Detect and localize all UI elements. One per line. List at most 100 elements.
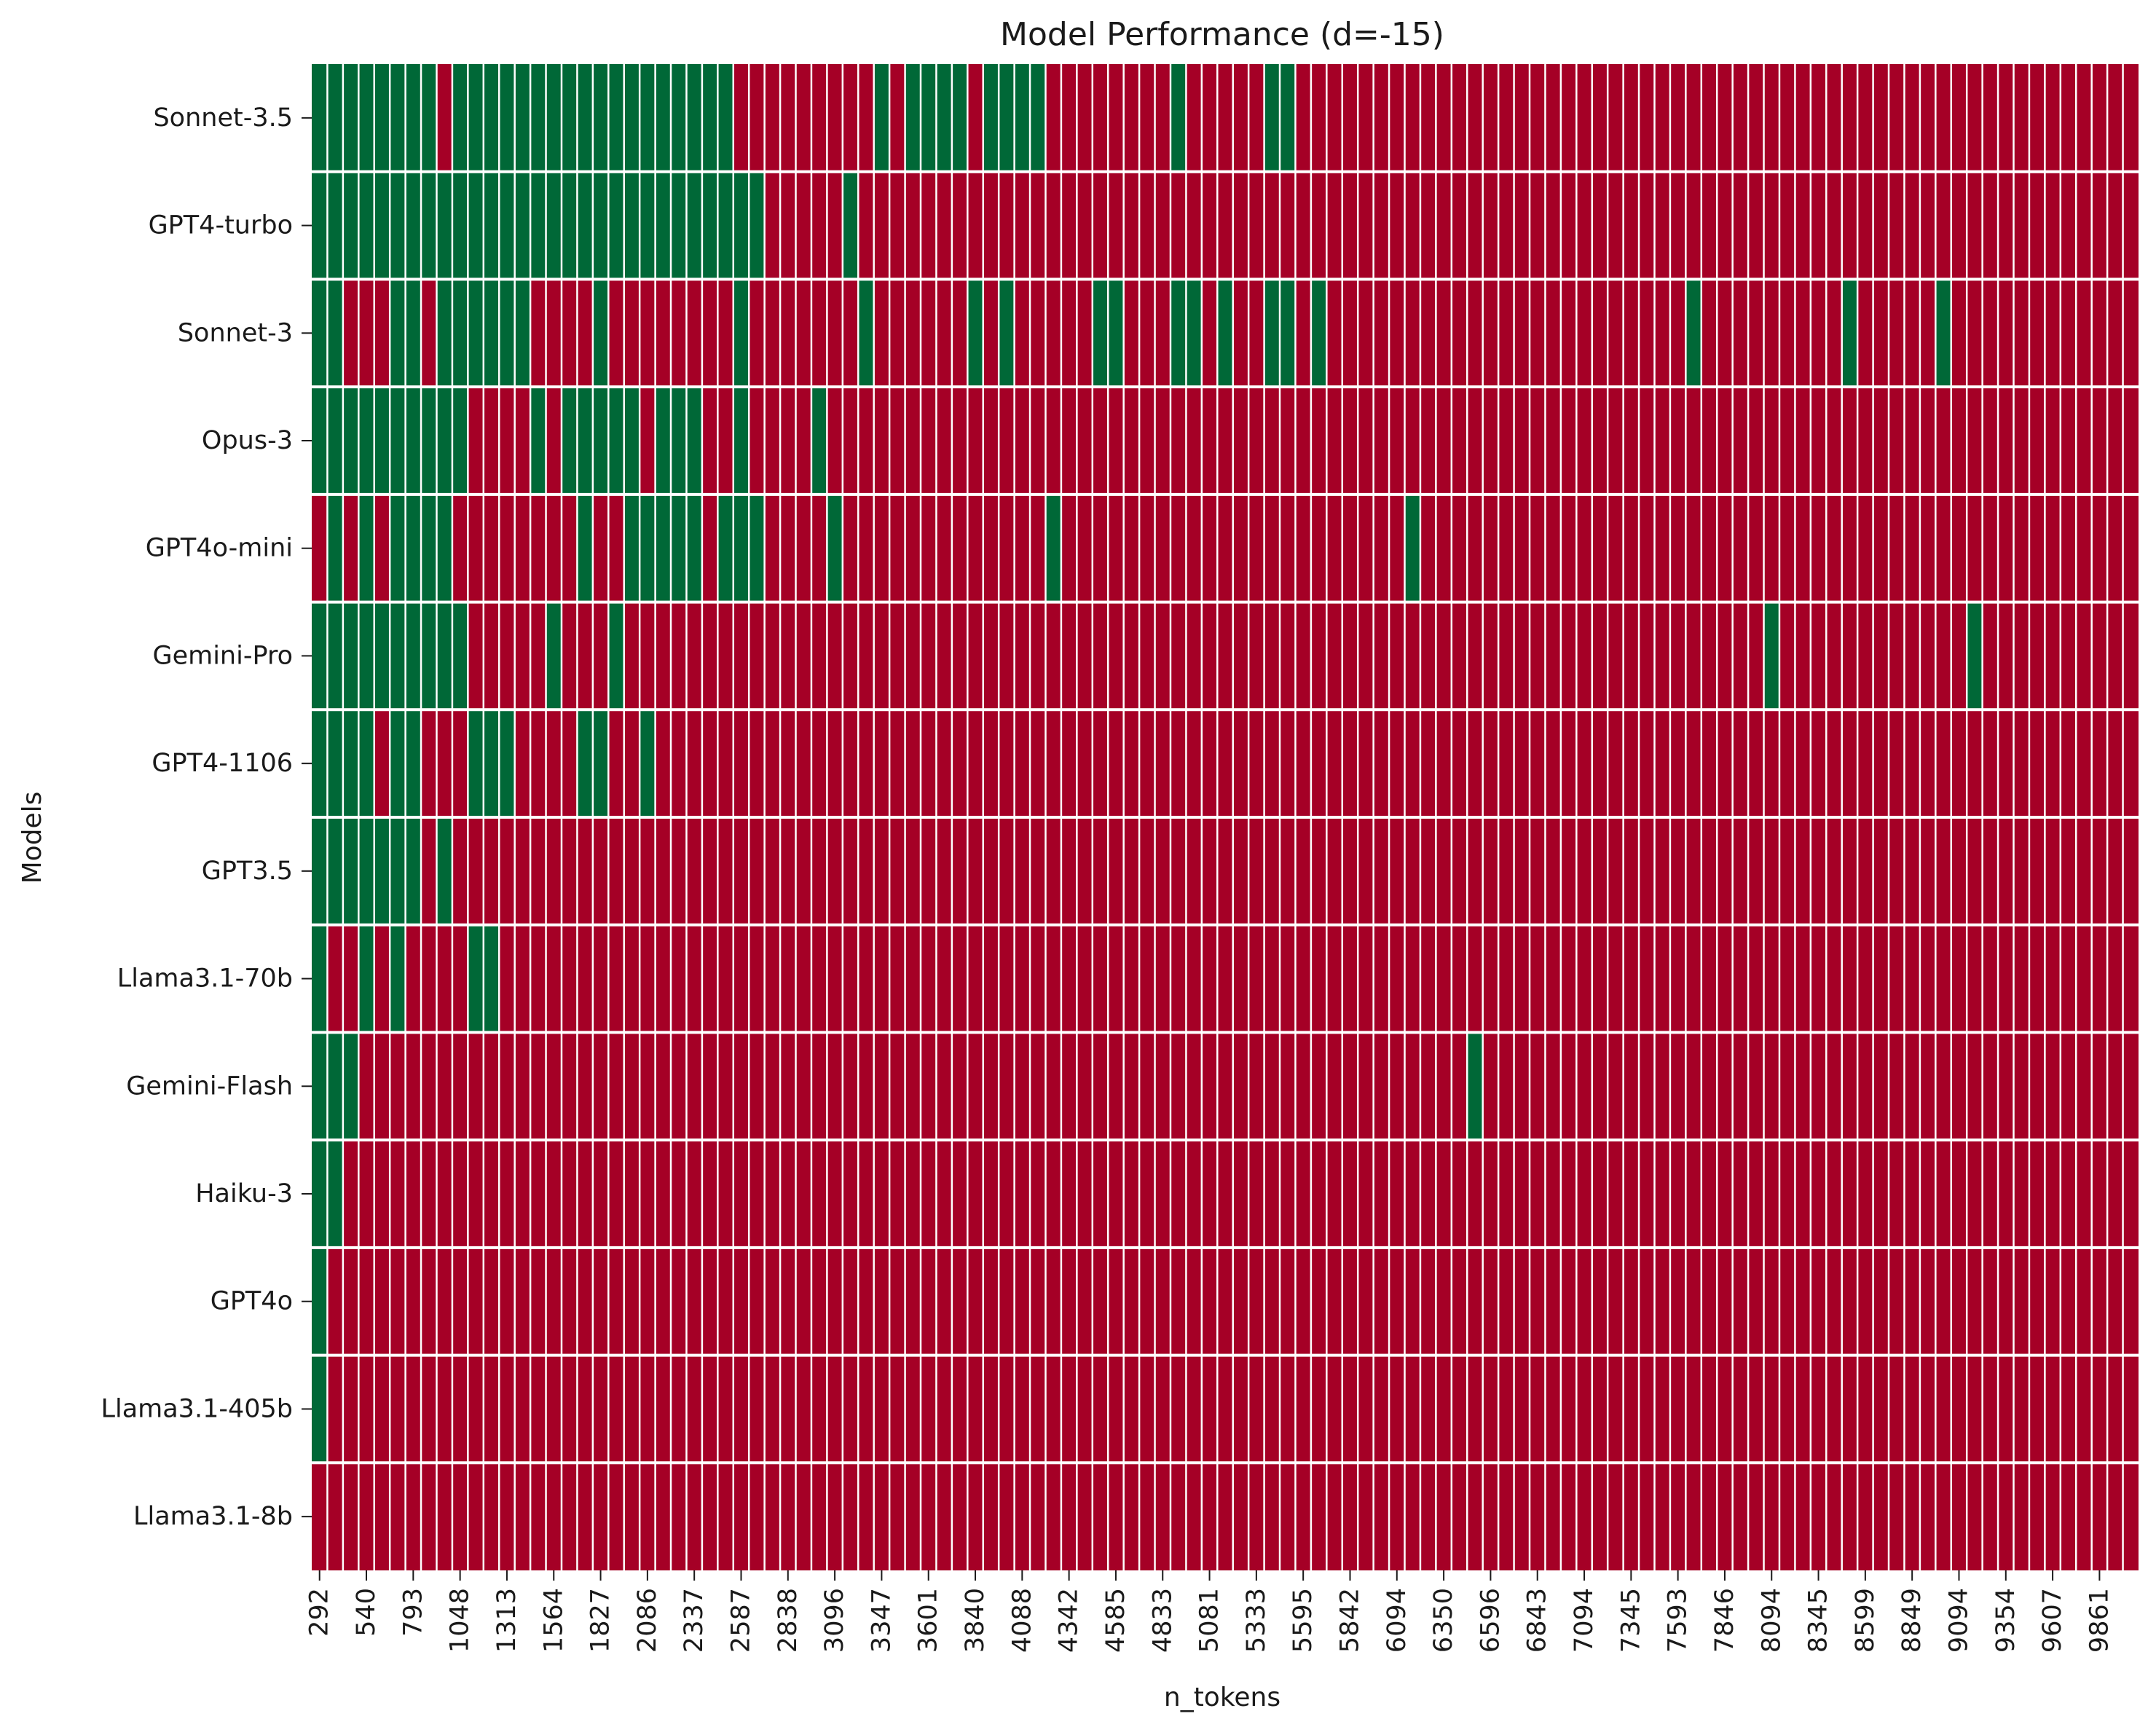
heatmap-cell-pass — [530, 387, 547, 495]
heatmap-cell-pass — [327, 1140, 344, 1248]
heatmap-cell-pass — [342, 387, 359, 495]
heatmap-cell-pass — [1467, 1032, 1484, 1141]
heatmap-cell-pass — [577, 171, 594, 280]
heatmap-cell-pass — [592, 709, 609, 817]
x-tick-label: 8094 — [1757, 1588, 1786, 1653]
heatmap-cell-pass — [671, 494, 687, 602]
y-tick-label: Llama3.1-70b — [117, 964, 293, 994]
heatmap-cell-pass — [312, 1032, 328, 1141]
heatmap-cell-pass — [827, 494, 843, 602]
heatmap-cell-pass — [921, 64, 937, 172]
heatmap-cell-pass — [623, 64, 640, 172]
heatmap-cell-pass — [608, 64, 625, 172]
heatmap-cell-pass — [514, 171, 531, 280]
heatmap-cell-pass — [1170, 64, 1187, 172]
heatmap-cell-pass — [655, 171, 672, 280]
heatmap-cell-pass — [561, 387, 578, 495]
x-tick-label: 5333 — [1242, 1588, 1271, 1653]
x-tick-label: 8599 — [1851, 1588, 1880, 1653]
heatmap-cell-pass — [421, 602, 437, 710]
heatmap-cell-pass — [701, 64, 718, 172]
heatmap-cell-pass — [436, 602, 453, 710]
heatmap-cell-pass — [608, 387, 625, 495]
heatmap-cell-pass — [1763, 602, 1780, 710]
heatmap-cell-pass — [390, 602, 406, 710]
heatmap-cell-pass — [342, 1032, 359, 1141]
heatmap-cell-pass — [405, 64, 422, 172]
heatmap-cell-pass — [1264, 279, 1280, 388]
x-tick-label: 9861 — [2085, 1588, 2114, 1653]
heatmap-cell-pass — [421, 64, 437, 172]
y-tick-label: GPT4-turbo — [149, 211, 293, 240]
heatmap-row-gpt4o — [312, 1247, 2139, 1356]
heatmap-cell-pass — [514, 64, 531, 172]
heatmap-cell-pass — [1217, 279, 1234, 388]
heatmap-cell-pass — [358, 387, 375, 495]
heatmap-cell-pass — [951, 64, 968, 172]
heatmap-cell-pass — [842, 171, 859, 280]
heatmap-cell-pass — [327, 171, 344, 280]
heatmap-row-llama3-1-8b — [312, 1463, 2139, 1570]
heatmap-cell-pass — [390, 279, 406, 388]
heatmap-cell-pass — [1404, 494, 1421, 602]
heatmap-cell-pass — [577, 494, 594, 602]
heatmap-cell-pass — [436, 387, 453, 495]
x-tick-label: 4585 — [1101, 1588, 1130, 1653]
y-tick-label: GPT4-1106 — [152, 749, 293, 778]
heatmap-cell-pass — [452, 387, 468, 495]
heatmap-cell-pass — [858, 279, 875, 388]
x-tick-label: 4342 — [1055, 1588, 1084, 1653]
y-tick-label: Sonnet-3 — [178, 318, 293, 347]
x-tick-label: 3096 — [820, 1588, 849, 1653]
heatmap-cell-pass — [358, 817, 375, 925]
heatmap-cell-pass — [327, 494, 344, 602]
heatmap-cell-pass — [327, 602, 344, 710]
heatmap-cell-pass — [358, 171, 375, 280]
y-axis-label: Models — [17, 792, 47, 884]
heatmap-row-llama3-1-70b — [312, 924, 2139, 1033]
heatmap-cell-pass — [483, 171, 500, 280]
x-tick-label: 3347 — [867, 1588, 896, 1653]
heatmap-cell-pass — [342, 64, 359, 172]
heatmap-cell-pass — [967, 279, 984, 388]
heatmap-cell-pass — [936, 64, 953, 172]
heatmap-cell-pass — [671, 171, 687, 280]
heatmap-cell-pass — [358, 494, 375, 602]
heatmap-cell-pass — [592, 279, 609, 388]
x-tick-label: 9607 — [2038, 1588, 2067, 1653]
heatmap-cell-pass — [686, 387, 703, 495]
x-tick-label: 2587 — [726, 1588, 755, 1653]
heatmap-cell-pass — [327, 64, 344, 172]
x-tick-label: 3601 — [914, 1588, 943, 1653]
x-tick-label: 3840 — [961, 1588, 990, 1653]
heatmap-cell-pass — [327, 279, 344, 388]
heatmap-cell-pass — [405, 602, 422, 710]
heatmap-cell-pass — [358, 709, 375, 817]
heatmap-cell-pass — [546, 64, 562, 172]
heatmap-cell-pass — [342, 817, 359, 925]
heatmap-cell-pass — [499, 709, 516, 817]
heatmap-cell-pass — [327, 1032, 344, 1141]
heatmap-cell-pass — [452, 602, 468, 710]
heatmap-row-gemini-flash — [312, 1032, 2139, 1141]
heatmap-cell-pass — [374, 817, 390, 925]
heatmap-cell-pass — [905, 64, 921, 172]
heatmap-cell-pass — [592, 64, 609, 172]
x-tick-label: 2838 — [774, 1588, 803, 1653]
heatmap-cell-pass — [421, 494, 437, 602]
y-tick-label: Opus-3 — [202, 426, 293, 455]
y-tick-label: Sonnet-3.5 — [153, 103, 293, 133]
heatmap-cell-pass — [312, 1355, 328, 1463]
x-tick-labels: 292 540 793 1048 1313 1564 1827 2086 2337 2587 283… — [305, 1570, 2114, 1653]
heatmap-cell-pass — [686, 171, 703, 280]
x-tick-label: 7593 — [1664, 1588, 1693, 1653]
heatmap-cell-pass — [390, 64, 406, 172]
heatmap-cell-pass — [327, 817, 344, 925]
heatmap-row-gpt4o-mini — [312, 494, 2139, 602]
heatmap-cell-pass — [312, 709, 328, 817]
heatmap-cell-pass — [608, 171, 625, 280]
heatmap-cell-pass — [577, 64, 594, 172]
y-tick-labels: Sonnet-3.5 GPT4-turbo Sonnet-3 Opus-3 GPT4o-… — [101, 103, 312, 1531]
heatmap-cell-pass — [390, 924, 406, 1033]
heatmap-cell-pass — [468, 709, 484, 817]
